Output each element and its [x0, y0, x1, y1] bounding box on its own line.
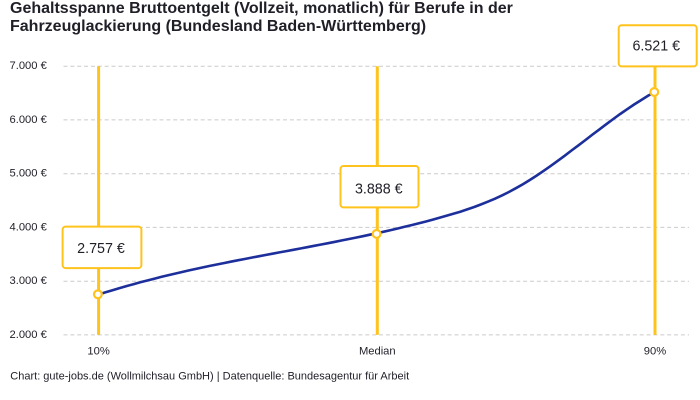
svg-text:5.000 €: 5.000 € [10, 168, 48, 180]
svg-text:6.521 €: 6.521 € [632, 39, 680, 55]
svg-text:7.000 €: 7.000 € [10, 60, 48, 72]
svg-text:2.000 €: 2.000 € [10, 329, 48, 341]
svg-text:90%: 90% [644, 345, 666, 357]
svg-text:4.000 €: 4.000 € [10, 221, 48, 233]
svg-text:3.000 €: 3.000 € [10, 275, 48, 287]
svg-text:Chart: gute-jobs.de (Wollmilch: Chart: gute-jobs.de (Wollmilchsau GmbH) … [10, 370, 409, 382]
svg-text:Median: Median [359, 345, 396, 357]
svg-text:2.757 €: 2.757 € [77, 241, 125, 257]
svg-text:6.000 €: 6.000 € [10, 114, 48, 126]
svg-text:10%: 10% [87, 345, 109, 357]
svg-text:3.888 €: 3.888 € [355, 181, 403, 197]
